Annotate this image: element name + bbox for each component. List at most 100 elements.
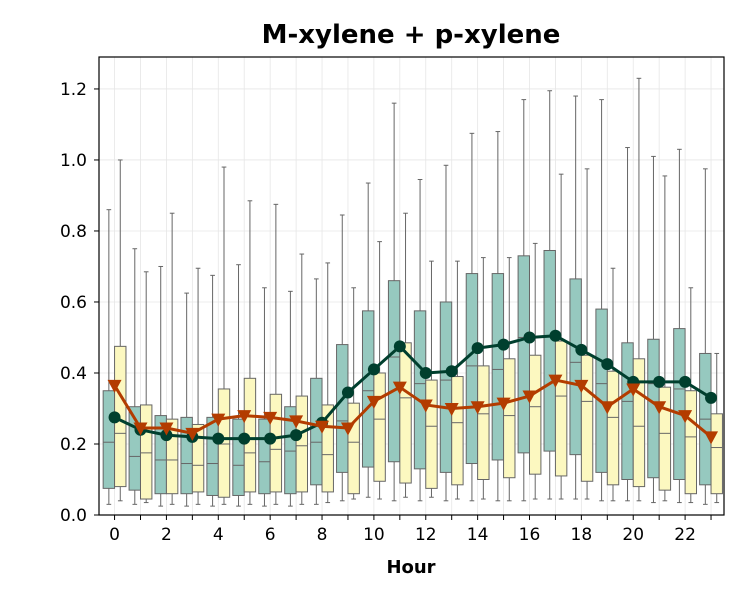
x-tick-label: 16 [519, 525, 541, 545]
box-series-2-hour-3 [191, 267, 205, 505]
x-tick-label: 6 [265, 525, 276, 545]
x-tick-label: 12 [415, 525, 437, 545]
box-body [295, 395, 309, 493]
box-series-1-hour-0 [102, 209, 116, 505]
y-tick-label: 0.4 [60, 364, 87, 384]
line-series-1-point [341, 386, 354, 399]
line-series-2-point [315, 420, 330, 434]
x-axis-label: Hour [386, 557, 435, 578]
line-series-2-point [496, 397, 511, 411]
line-series-1-point [497, 338, 510, 351]
box-series-2-hour-20 [632, 77, 646, 502]
box-series-2-hour-14 [477, 257, 490, 500]
line-series-2-point [548, 374, 563, 388]
box-series-1-hour-9 [336, 214, 349, 502]
box-body [684, 390, 698, 495]
line-series-2-point [107, 379, 122, 393]
box-series-1-hour-12 [413, 178, 427, 502]
box-body [387, 280, 401, 463]
box-body [595, 308, 608, 473]
box-series-1-hour-22 [673, 148, 686, 504]
line-series-2-point [522, 390, 537, 404]
box-body [310, 377, 323, 486]
box-body [399, 342, 412, 484]
x-tick-label: 14 [467, 525, 489, 545]
box-body [673, 328, 686, 480]
box-series-2-hour-0 [114, 159, 127, 502]
box-body [232, 418, 245, 496]
y-tick-label: 0.8 [60, 222, 87, 242]
axis-layer: 0 2 4 6 8 10 12 14 16 18 20 22 0.0 0.2 0.4 0.6 0.8 1.0 1.2 [60, 80, 712, 545]
box-series-2-hour-18 [580, 168, 594, 500]
box-series-2-hour-12 [425, 260, 438, 498]
box-series-2-hour-7 [295, 253, 309, 505]
box-series-2-hour-16 [528, 242, 542, 500]
box-body [632, 358, 646, 488]
line-series-1-point [523, 331, 536, 344]
line-series-1-point [601, 358, 614, 371]
box-series-1-hour-5 [232, 264, 245, 507]
y-tick-label: 0.0 [60, 506, 87, 526]
line-series-1-point [393, 340, 406, 353]
x-tick-label: 8 [317, 525, 328, 545]
line-layer [107, 329, 719, 445]
box-body [373, 372, 386, 482]
box-body [465, 273, 479, 465]
box-series-1-hour-8 [310, 278, 323, 505]
x-tick-label: 18 [571, 525, 593, 545]
box-series-1-hour-13 [439, 164, 453, 502]
line-series-1-point [264, 432, 277, 445]
x-tick-label: 22 [674, 525, 696, 545]
line-series-2-point [444, 402, 459, 416]
box-body [139, 404, 153, 500]
y-tick-label: 0.6 [60, 293, 87, 313]
plot-frame [98, 56, 725, 516]
line-series-1-point [471, 342, 484, 355]
box-series-2-hour-11 [399, 212, 412, 498]
box-series-1-hour-6 [258, 287, 271, 507]
box-series-1-hour-1 [128, 248, 141, 505]
line-series-2-point [263, 411, 278, 425]
line-series-2-point [574, 379, 589, 393]
box-body [321, 404, 334, 493]
box-body [361, 310, 375, 468]
box-body [517, 255, 530, 454]
box-body [503, 358, 516, 479]
box-body [102, 390, 116, 489]
line-series-1-point [653, 375, 666, 388]
box-series-1-hour-2 [154, 265, 167, 507]
y-tick-label: 1.2 [60, 80, 87, 100]
box-series-2-hour-2 [165, 212, 179, 505]
box-series-2-hour-19 [606, 267, 620, 502]
line-series-2-point [678, 410, 693, 424]
box-series-2-hour-9 [347, 287, 360, 500]
line-series-1-point [108, 411, 121, 424]
line-series-2-point [600, 401, 615, 415]
box-series-2-hour-22 [684, 287, 698, 504]
x-tick-label: 10 [363, 525, 385, 545]
box-series-1-hour-10 [361, 182, 375, 498]
line-series-1-point [575, 343, 588, 356]
box-body [658, 386, 672, 491]
box-body [477, 365, 490, 480]
x-tick-label: 0 [109, 525, 120, 545]
line-series-1-point [445, 365, 458, 378]
box-body [569, 278, 582, 456]
x-tick-label: 20 [622, 525, 644, 545]
line-series-2-point [366, 395, 381, 409]
box-series-1-hour-11 [387, 102, 401, 502]
box-body [606, 370, 620, 486]
box-layer [102, 77, 723, 507]
box-body [710, 413, 723, 495]
line-series-2-point [340, 422, 355, 436]
box-series-1-hour-7 [284, 290, 297, 507]
box-series-2-hour-13 [451, 260, 464, 500]
box-series-2-hour-17 [554, 173, 568, 500]
box-body [491, 273, 505, 461]
y-tick-label: 1.0 [60, 151, 87, 171]
box-series-1-hour-15 [491, 131, 505, 502]
box-series-2-hour-6 [269, 203, 283, 505]
line-series-2-point [237, 410, 252, 424]
line-series-2-point [392, 381, 407, 395]
